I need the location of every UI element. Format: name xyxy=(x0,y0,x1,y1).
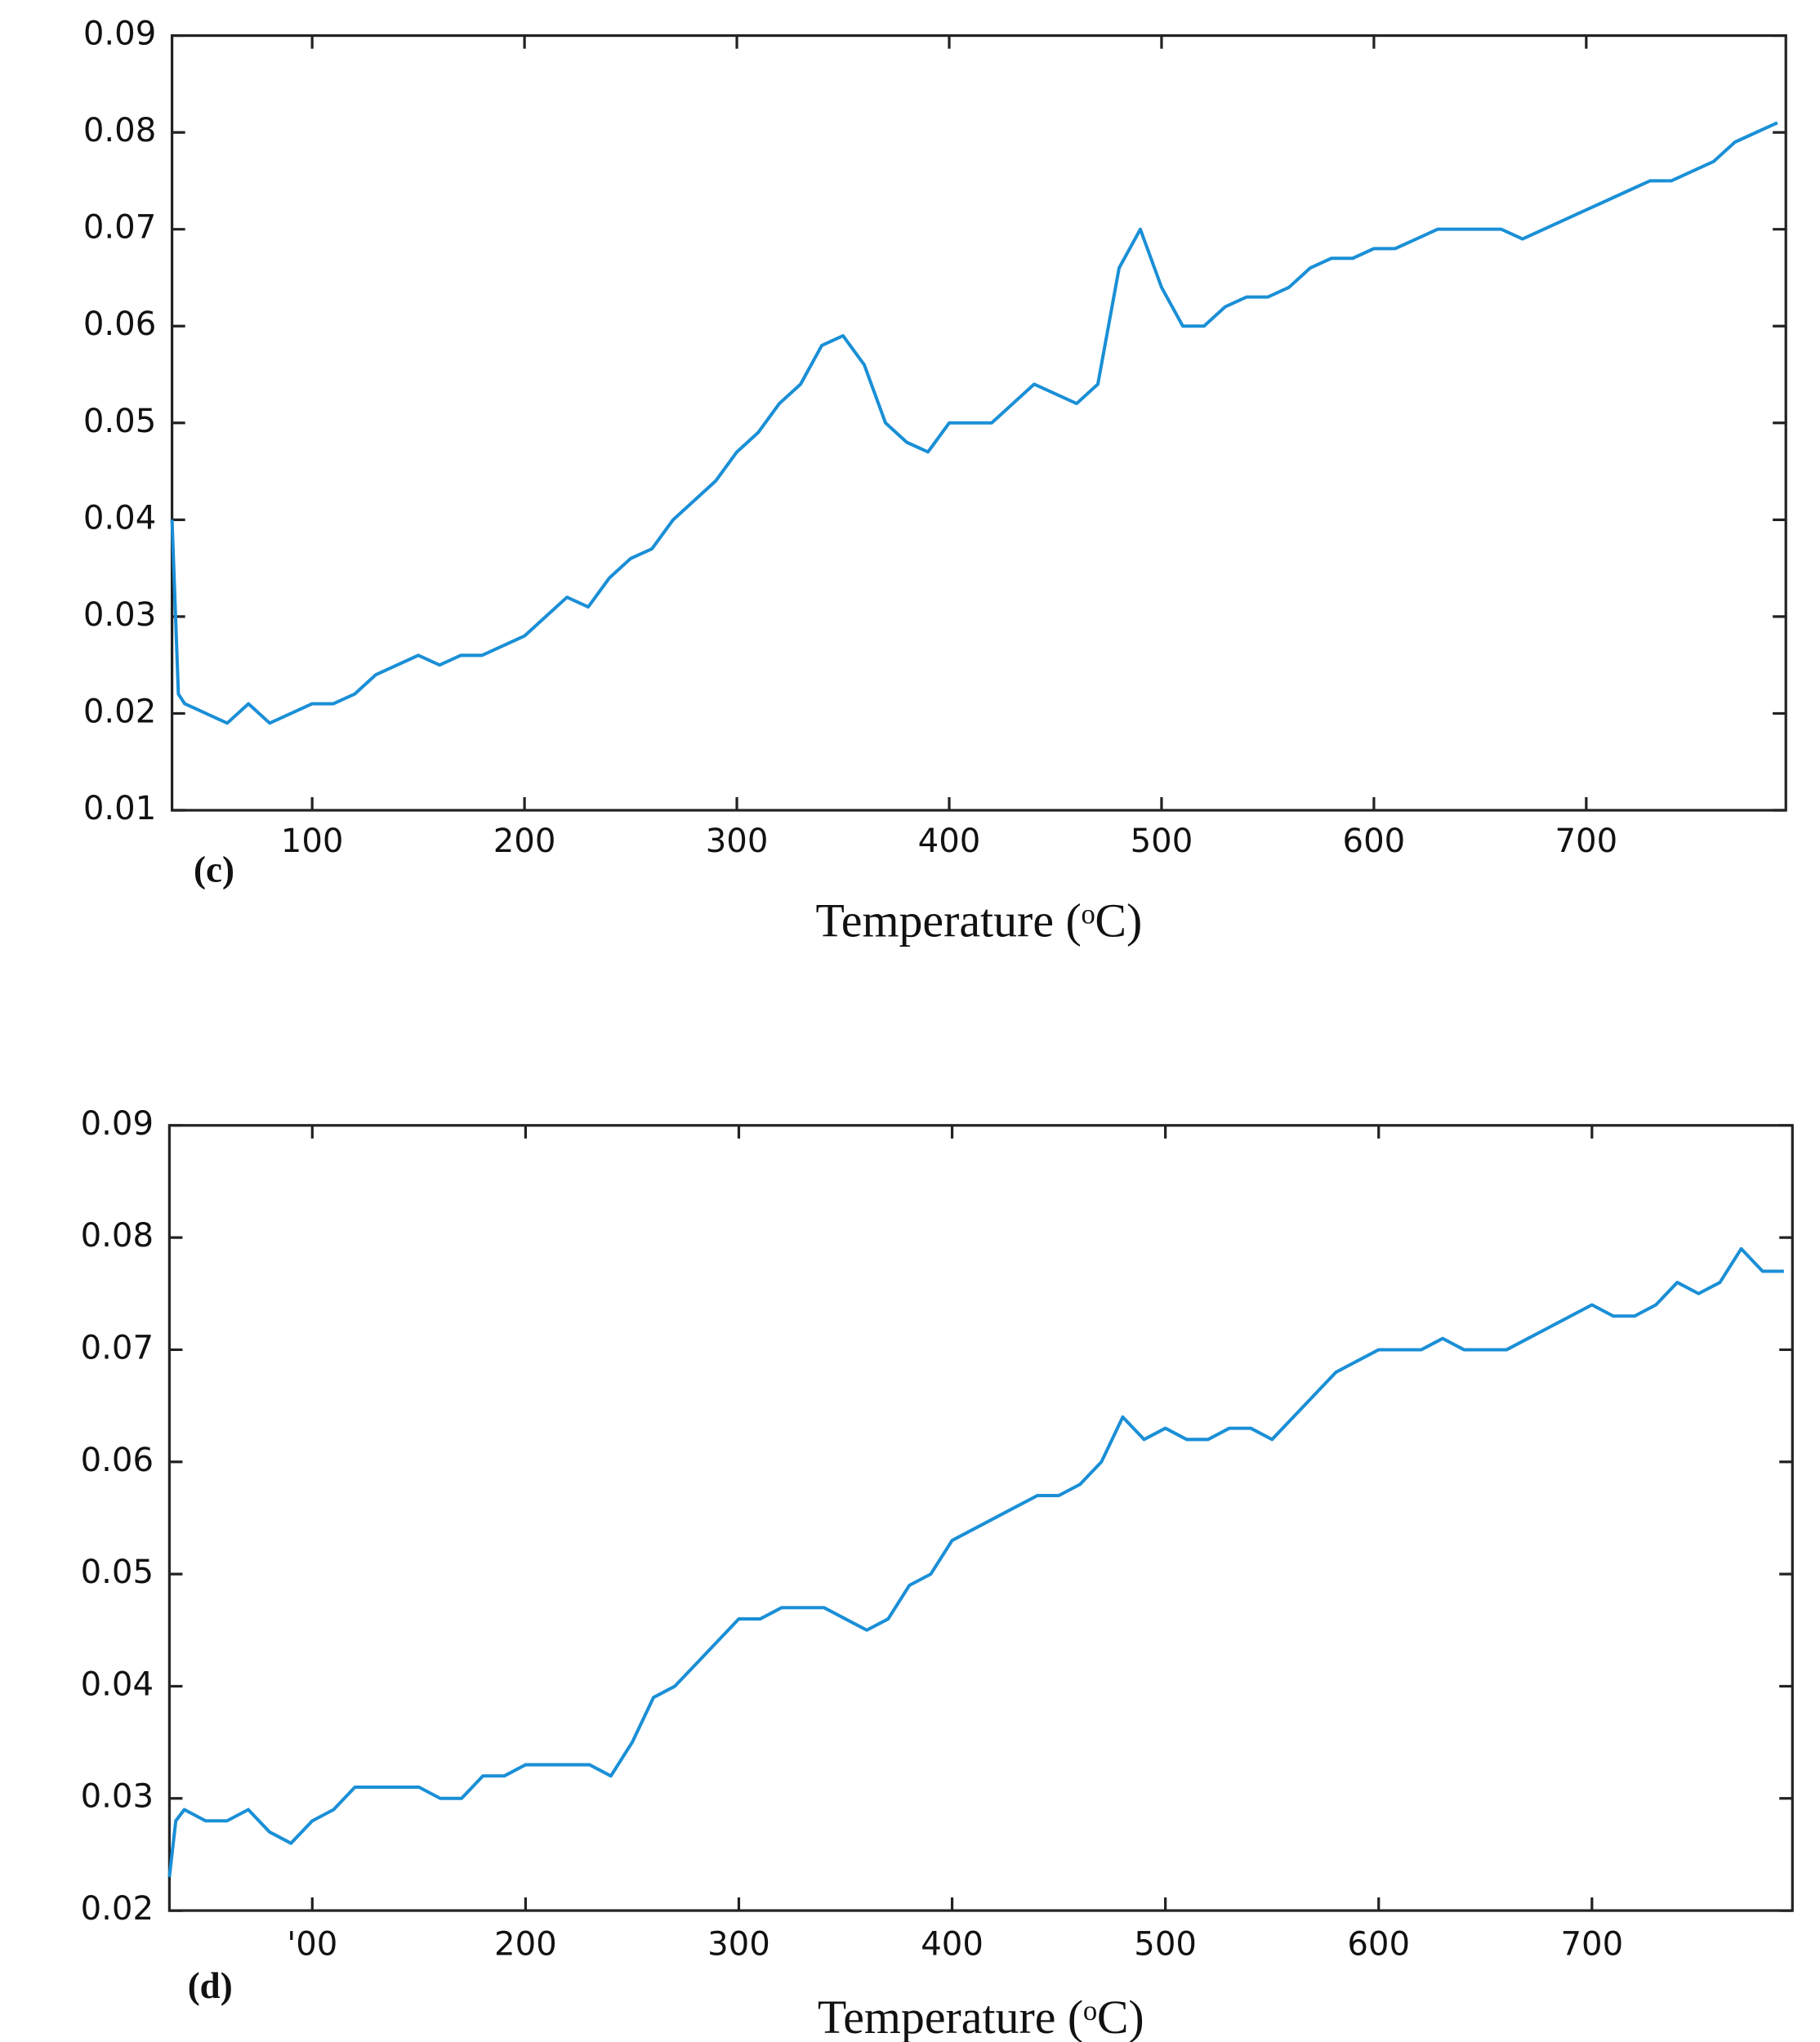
y-tick-label: 0.02 xyxy=(81,1890,154,1928)
y-tick-label: 0.09 xyxy=(81,1105,154,1143)
x-tick-label: 400 xyxy=(921,1925,984,1963)
y-tick-label: 0.07 xyxy=(81,1329,154,1367)
x-tick-label: 500 xyxy=(1131,823,1193,860)
y-tick-label: 0.06 xyxy=(83,305,156,343)
y-tick-label: 0.03 xyxy=(83,596,156,634)
x-tick-label: 600 xyxy=(1347,1925,1410,1963)
y-tick-label: 0.09 xyxy=(83,16,156,53)
y-tick-label: 0.02 xyxy=(83,693,156,730)
x-axis-label: Temperature (ᵒC) xyxy=(816,894,1143,947)
panel-label: (d) xyxy=(188,1965,233,2006)
x-tick-label: 300 xyxy=(706,823,769,860)
x-tick-label: 500 xyxy=(1134,1925,1197,1963)
x-tick-label: 200 xyxy=(493,823,556,860)
y-tick-label: 0.04 xyxy=(81,1665,154,1703)
x-tick-label: 300 xyxy=(707,1925,770,1963)
y-tick-label: 0.04 xyxy=(83,499,156,537)
x-tick-label: 700 xyxy=(1560,1925,1623,1963)
y-tick-label: 0.03 xyxy=(81,1778,154,1816)
y-tick-label: 0.06 xyxy=(81,1442,154,1479)
y-tick-label: 0.05 xyxy=(83,403,156,440)
plot-frame xyxy=(167,1124,1794,1912)
panel-label: (c) xyxy=(194,849,234,889)
y-tick-label: 0.08 xyxy=(83,112,156,149)
x-tick-label: 200 xyxy=(494,1925,557,1963)
y-tick-label: 0.01 xyxy=(83,790,156,827)
x-tick-label: 400 xyxy=(918,823,981,860)
x-tick-label: 100 xyxy=(281,823,344,860)
y-tick-label: 0.07 xyxy=(83,209,156,247)
x-axis-label: Temperature (ᵒC) xyxy=(818,1991,1144,2042)
x-tick-label: '00 xyxy=(287,1925,337,1963)
y-tick-label: 0.08 xyxy=(81,1217,154,1255)
data-line xyxy=(167,1246,1784,1878)
data-line xyxy=(170,121,1778,725)
x-tick-label: 600 xyxy=(1343,823,1406,860)
y-tick-label: 0.05 xyxy=(81,1554,154,1591)
x-tick-label: 700 xyxy=(1555,823,1618,860)
